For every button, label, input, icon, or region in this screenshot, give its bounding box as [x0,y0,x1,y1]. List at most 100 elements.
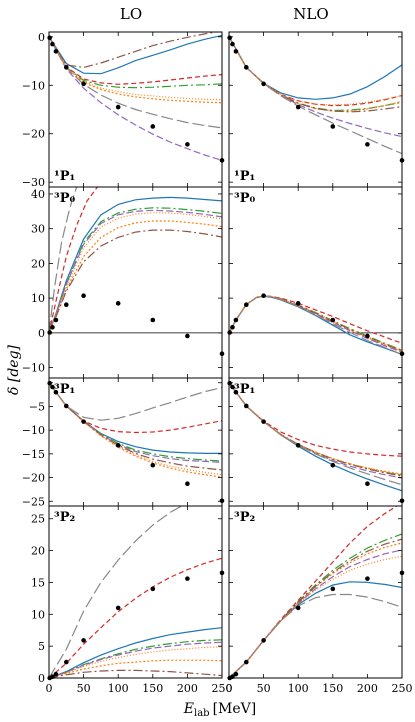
data-point [330,317,336,323]
data-point [261,638,266,643]
x-tick-label: 250 [212,682,233,695]
series-line-0 [229,581,402,678]
panel-frame [48,377,223,507]
data-point [115,104,121,110]
series-line-7 [49,646,222,678]
data-point [64,65,69,70]
data-point [81,638,86,643]
data-point [261,81,266,87]
series-group [49,187,222,334]
data-point [230,324,235,330]
series-line-4 [49,382,222,463]
series-line-6 [49,506,183,678]
panel-frame [228,505,403,679]
x-tick-label: 200 [357,682,378,695]
data-point [365,333,370,339]
series-line-0 [49,34,222,75]
series-line-3 [49,659,222,678]
data-point [244,302,249,308]
series-line-6 [229,36,402,155]
series-group [49,382,222,478]
data-point [233,317,239,323]
series-line-2 [49,207,222,334]
series-line-5 [49,229,222,334]
y-tick-label: 25 [31,513,45,526]
data-point [365,142,370,147]
panel-2: 40 30 20 10 0 −10 ³P₀ [22,186,225,379]
series-line-3 [229,36,402,112]
series-line-4 [49,36,222,161]
series-line-7 [49,212,222,334]
x-tick-label: 150 [322,682,343,695]
series-line-1 [49,36,222,85]
x-tick-label: 0 [46,682,53,695]
data-point [115,443,121,448]
series-line-4 [49,641,222,678]
panel-frame [48,505,223,679]
data-point [365,576,370,581]
series-line-5 [49,382,222,471]
x-axis-label-main: E [183,701,194,717]
panel-frame [228,377,403,507]
y-tick-label: −25 [22,495,45,508]
data-point [150,462,156,468]
partial-wave-label: ³P₀ [234,191,255,206]
series-line-5 [49,669,222,678]
y-tick-label: 15 [31,576,45,589]
data-point [53,317,59,323]
series-group [229,36,402,155]
series-line-1 [229,36,402,107]
y-tick-label: −10 [22,79,45,92]
series-line-3 [49,220,222,334]
partial-wave-label: ³P₁ [54,382,75,397]
series-line-0 [229,36,402,100]
panel-0: 0 −10 −20 −30 ¹P₁ [22,31,225,189]
data-point [50,41,55,47]
x-axis-label-unit: [MeV] [213,701,257,717]
partial-wave-label: ¹P₁ [234,169,255,184]
series-line-6 [49,382,222,421]
data-point [81,81,86,87]
y-tick-label: −20 [22,472,45,485]
panel-1: ¹P₁ [227,31,405,188]
y-tick-label: 0 [38,327,45,340]
series-line-7 [229,36,402,106]
data-point [53,389,59,395]
data-point [295,104,301,110]
series-line-1 [49,187,98,334]
y-tick-label: 10 [31,292,45,305]
data-point [150,317,156,323]
data-point [261,419,266,424]
series-line-2 [229,36,402,112]
data-point [295,301,301,306]
data-point [50,384,55,390]
series-line-5 [229,382,402,477]
partial-wave-label: ³P₂ [234,510,255,525]
y-tick-label: −30 [22,176,45,189]
data-point [230,41,235,47]
y-tick-label: −20 [22,128,45,141]
series-line-4 [229,549,402,678]
series-line-6 [229,593,402,678]
partial-wave-label: ³P₂ [54,510,75,525]
y-tick-label: 20 [31,257,45,270]
data-point [230,384,235,390]
series-line-5 [229,36,402,113]
y-tick-label: 20 [31,545,45,558]
y-tick-label: 10 [31,608,45,621]
data-point [233,671,239,677]
data-point [244,403,249,409]
series-group [49,506,222,678]
data-point [295,605,301,611]
data-point [185,481,190,487]
x-tick-label: 150 [142,682,163,695]
data-point [233,389,239,395]
x-tick-label: 0 [226,682,233,695]
panel-frame [228,186,403,379]
y-tick-label: 40 [31,188,45,201]
panel-7: 0 50 100 150 200 250 ³P₂ [226,505,413,695]
data-point [330,586,336,592]
y-tick-label: 30 [31,223,45,236]
